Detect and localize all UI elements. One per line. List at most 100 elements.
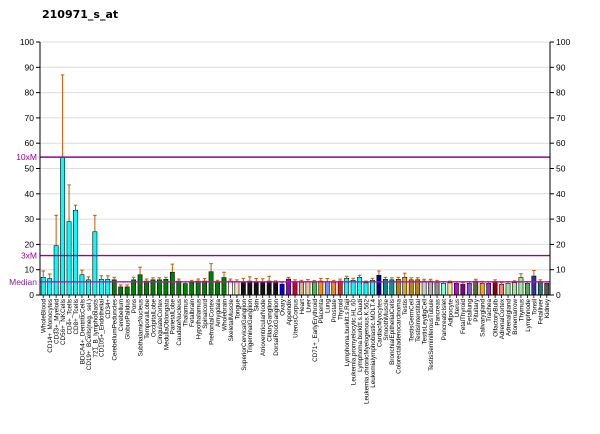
bar (247, 280, 253, 296)
x-axis-label: Fetalliver (538, 299, 545, 325)
bar (144, 280, 149, 296)
y-tick-label: 40 (556, 189, 566, 199)
x-axis-label: Placenta (318, 299, 325, 324)
bar (215, 282, 220, 296)
x-axis-label: CD56+_NKCells (60, 299, 67, 345)
x-axis-label: Hypothalamus (196, 299, 203, 339)
y-tick-label: 90 (556, 62, 566, 72)
x-axis-label: Lymphoma.burkitt.s.Daudi (357, 299, 364, 372)
bar (253, 282, 259, 296)
marker-label-median: Median (9, 277, 37, 287)
x-axis-label: Adrenalgland (505, 299, 512, 337)
bar (402, 276, 408, 296)
x-axis-label: CardiacMyocytes (376, 299, 383, 347)
bar (279, 283, 285, 296)
x-axis-label: CD71+_EarlyErythroid (312, 299, 319, 362)
y-tick-label: 90 (25, 62, 35, 72)
bar (240, 282, 246, 296)
x-axis-label: Lymphoma.burkitt.s.Raji (344, 299, 351, 366)
x-axis-label: 721_B_lymphoblasts (92, 299, 99, 357)
x-axis-label: OccipitalLobe (150, 299, 157, 338)
bar (363, 282, 369, 296)
x-axis-label: AtrioventricularNode (260, 299, 267, 357)
bar (324, 281, 330, 296)
bar (525, 283, 530, 296)
x-axis-label: FetalThyroid (460, 299, 467, 334)
x-axis-label: Salivarygland (480, 299, 487, 337)
x-axis-label: Wholebrain (221, 299, 228, 331)
x-axis-label: Kidney (544, 298, 551, 318)
bar (234, 281, 240, 296)
x-axis-label: Thyroid (338, 299, 345, 320)
bar (537, 281, 543, 296)
bar (357, 276, 362, 296)
bar (137, 274, 143, 296)
bar (124, 286, 130, 296)
x-axis-label: Fetallung (467, 299, 474, 325)
x-axis-label: TestisInterstitial (415, 299, 422, 342)
x-axis-label: Colorectaladenocarcinoma (396, 299, 403, 374)
x-axis-label: Fetalbrain (189, 299, 196, 327)
y-tick-label: 80 (25, 88, 35, 98)
x-axis-label: Tonsil (531, 299, 538, 315)
x-axis-label: Adipocyte (447, 299, 454, 327)
x-axis-label: CiliaryGanglion (267, 299, 274, 342)
x-axis-label: Skin (254, 299, 261, 312)
x-axis-label: CD8+_Tcells (73, 299, 80, 335)
bar (486, 283, 492, 296)
x-axis-label: CD33+_Myeloid (54, 299, 61, 344)
x-axis-label: TemporalLobe (144, 299, 151, 339)
x-axis-label: TestisSeminiferousTubule (428, 299, 435, 371)
bar (60, 156, 65, 296)
bar (331, 282, 337, 296)
x-axis-label: SmoothMuscle (383, 299, 390, 341)
x-axis-label: Thymus (518, 299, 525, 321)
y-tick-label: 100 (556, 37, 570, 47)
bar (305, 281, 311, 296)
x-axis-label: CD105+_Endothelial (99, 299, 106, 357)
x-axis-label: CD19+_BCells(neg._sel.) (86, 299, 93, 370)
x-axis-label: Pituitary (473, 298, 480, 322)
x-axis-label: Trachea (486, 299, 493, 322)
x-axis-label: Lung (325, 299, 332, 314)
bar (447, 282, 453, 296)
bar (421, 280, 427, 296)
bar (79, 274, 85, 296)
bar (479, 283, 485, 296)
x-axis-label: Prostate (331, 299, 338, 323)
x-axis-label: CD34+ (105, 299, 112, 319)
x-axis-label: MedullaOblongata (163, 299, 170, 351)
x-axis-label: Bonemarrow (512, 299, 519, 335)
y-tick-label: 100 (20, 37, 34, 47)
bar (453, 283, 459, 296)
y-tick-label: 60 (25, 138, 35, 148)
x-axis-label: DorsalRootGanglion (273, 299, 280, 356)
x-axis-label: Tongue (234, 299, 241, 320)
bar (376, 274, 382, 296)
x-axis-label: CD4+_Tcells (66, 299, 73, 335)
x-axis-label: WholeBlood (41, 299, 48, 333)
x-axis-label: OlfactoryBulb (493, 299, 500, 337)
x-axis-label: PancreaticIslet (441, 299, 448, 341)
bar (182, 283, 188, 296)
y-tick-label: 20 (25, 239, 35, 249)
chart-title: 210971_s_at (42, 8, 119, 21)
bar (202, 280, 208, 296)
x-axis-label: TrigeminalGanglion (247, 299, 254, 354)
bar (473, 280, 479, 296)
bar (512, 282, 517, 296)
bar (260, 282, 266, 296)
x-axis-label: BronchialEpithelialCells (389, 299, 396, 365)
bar (466, 283, 472, 296)
y-tick-label: 20 (556, 239, 566, 249)
y-tick-label: 0 (556, 290, 561, 300)
bar (228, 280, 233, 296)
y-tick-label: 10 (25, 265, 35, 275)
bar (176, 280, 182, 296)
x-axis-label: ParietalLobe (170, 299, 177, 335)
bar (221, 277, 227, 296)
bar (66, 221, 72, 296)
bar (492, 281, 498, 296)
bar (441, 283, 446, 296)
